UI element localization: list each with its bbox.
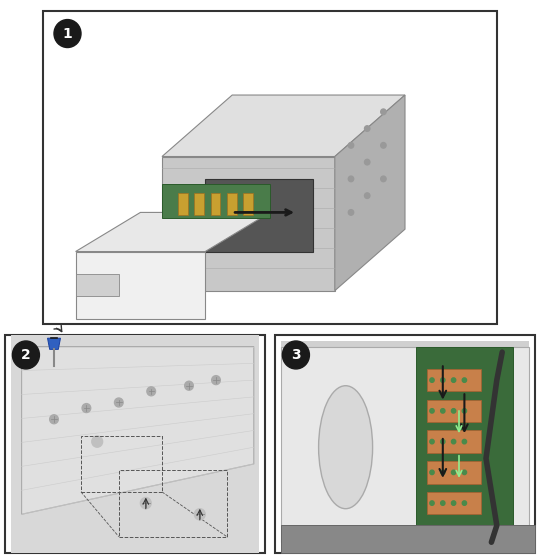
Circle shape — [462, 439, 467, 444]
Text: 3: 3 — [291, 348, 301, 362]
Circle shape — [194, 509, 205, 520]
Circle shape — [54, 20, 81, 48]
Circle shape — [451, 378, 456, 382]
Circle shape — [348, 176, 354, 182]
Circle shape — [430, 501, 434, 505]
Circle shape — [430, 378, 434, 382]
Bar — [243, 193, 253, 215]
Circle shape — [451, 501, 456, 505]
Circle shape — [92, 436, 103, 447]
Circle shape — [185, 381, 193, 390]
Polygon shape — [162, 95, 405, 157]
Bar — [427, 369, 481, 391]
Circle shape — [381, 143, 386, 148]
Circle shape — [451, 409, 456, 413]
Polygon shape — [335, 95, 405, 291]
Bar — [427, 461, 481, 484]
Bar — [178, 193, 188, 215]
Circle shape — [462, 378, 467, 382]
Polygon shape — [11, 335, 259, 553]
Circle shape — [462, 470, 467, 475]
Polygon shape — [22, 347, 254, 514]
Bar — [194, 193, 204, 215]
Polygon shape — [416, 347, 513, 542]
Polygon shape — [48, 338, 60, 349]
Circle shape — [441, 378, 445, 382]
Circle shape — [364, 126, 370, 131]
Circle shape — [381, 176, 386, 182]
Circle shape — [430, 409, 434, 413]
Polygon shape — [76, 274, 119, 296]
Polygon shape — [76, 252, 205, 319]
Polygon shape — [162, 184, 270, 218]
Circle shape — [50, 415, 58, 424]
Circle shape — [348, 143, 354, 148]
Polygon shape — [281, 347, 529, 542]
Bar — [427, 430, 481, 453]
Bar — [427, 400, 481, 422]
Bar — [281, 525, 535, 553]
Circle shape — [441, 470, 445, 475]
Polygon shape — [76, 212, 270, 252]
Circle shape — [114, 398, 123, 407]
Circle shape — [441, 501, 445, 505]
Bar — [275, 335, 535, 553]
Circle shape — [462, 409, 467, 413]
Bar — [427, 492, 481, 514]
Circle shape — [430, 470, 434, 475]
Circle shape — [364, 159, 370, 165]
Circle shape — [140, 498, 151, 509]
Circle shape — [364, 193, 370, 198]
Bar — [227, 193, 237, 215]
Circle shape — [441, 439, 445, 444]
Circle shape — [282, 341, 309, 369]
Circle shape — [381, 109, 386, 115]
Circle shape — [82, 404, 91, 413]
Bar — [5, 335, 265, 553]
Circle shape — [462, 501, 467, 505]
Ellipse shape — [319, 386, 373, 509]
Circle shape — [451, 439, 456, 444]
Circle shape — [430, 439, 434, 444]
Polygon shape — [205, 179, 313, 252]
Circle shape — [147, 387, 156, 396]
Text: 2: 2 — [21, 348, 31, 362]
Circle shape — [441, 409, 445, 413]
Bar — [43, 11, 497, 324]
Polygon shape — [281, 341, 529, 548]
Text: 1: 1 — [63, 26, 72, 41]
Polygon shape — [162, 157, 335, 291]
Circle shape — [451, 470, 456, 475]
Circle shape — [348, 210, 354, 215]
Circle shape — [212, 376, 220, 385]
Circle shape — [12, 341, 39, 369]
Bar — [211, 193, 220, 215]
